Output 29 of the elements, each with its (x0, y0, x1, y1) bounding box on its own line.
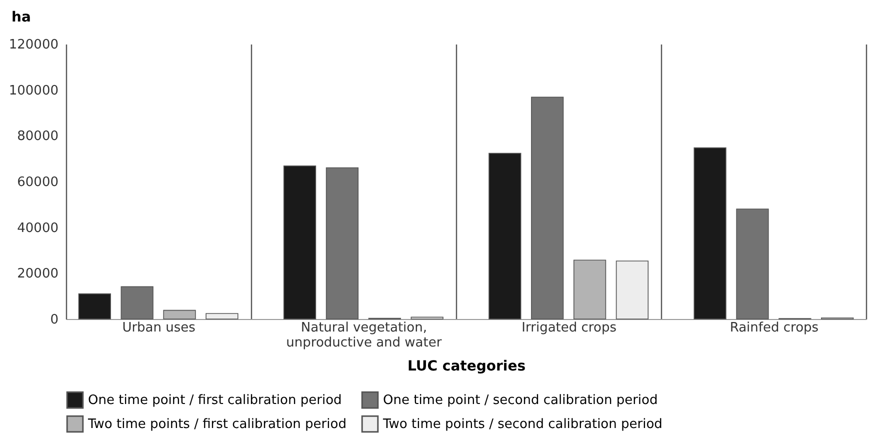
x-tick-label: Irrigated crops (522, 320, 617, 336)
bar (78, 293, 111, 320)
bar (616, 260, 649, 320)
bar (163, 310, 196, 320)
bar (326, 167, 359, 320)
y-axis-title: ha (12, 10, 31, 26)
y-tick-label: 60000 (17, 175, 58, 190)
y-tick-label: 20000 (17, 266, 58, 282)
y-tick-label: 0 (50, 312, 58, 328)
bar (488, 152, 522, 320)
bar (573, 260, 606, 320)
bar (283, 166, 316, 320)
x-axis-title: LUC categories (407, 358, 526, 374)
x-tick-label: Natural vegetation, unproductive and water (286, 320, 442, 350)
y-tick-label: 120000 (8, 38, 58, 52)
bar (694, 147, 726, 320)
bar (206, 313, 238, 320)
y-tick-label: 40000 (17, 220, 58, 236)
x-tick-label: Rainfed crops (730, 320, 819, 336)
x-tick-label: Urban uses (122, 320, 196, 336)
bar (120, 286, 154, 320)
legend-label: One time point / first calibration period (88, 393, 342, 408)
bar (531, 96, 564, 320)
bar (736, 208, 769, 320)
legend-label: Two time points / first calibration period (87, 417, 346, 432)
y-tick-label: 100000 (8, 83, 58, 98)
legend-label: One time point / second calibration period (383, 393, 658, 408)
legend-label: Two time points / second calibration period (382, 417, 662, 432)
y-tick-label: 80000 (17, 129, 58, 144)
